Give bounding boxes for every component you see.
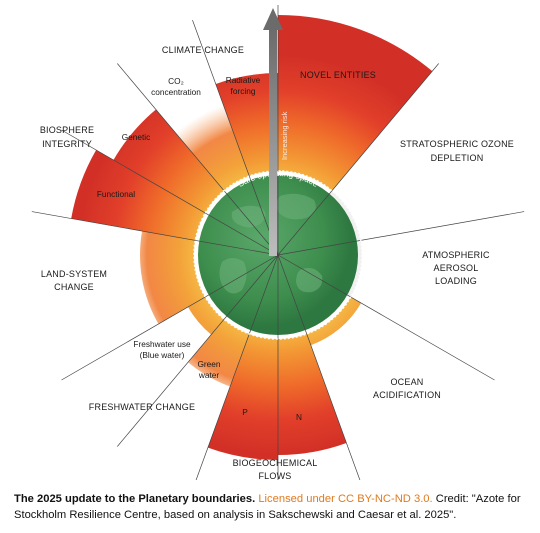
nitrogen-label: N <box>296 412 302 422</box>
boundary-wedges <box>71 15 433 460</box>
caption-title: The 2025 update to the Planetary boundar… <box>14 493 256 505</box>
atmospheric-aerosol-label: ATMOSPHERIC <box>422 250 490 260</box>
wedge-stratospheric-ozone <box>331 186 367 241</box>
biosphere-integrity-label-line2: INTEGRITY <box>42 139 92 149</box>
boundary-spokes <box>31 5 525 480</box>
boundary-spoke <box>117 63 279 256</box>
freshwater-use-label: Freshwater use <box>133 339 191 349</box>
green-water-label-line2: water <box>198 370 220 380</box>
freshwater-use-label-line2: (Blue water) <box>140 350 185 360</box>
ocean-acidification-label-line2: ACIDIFICATION <box>373 390 441 400</box>
increasing-risk-arrow <box>263 8 283 256</box>
biogeochemical-flows-label: BIOGEOCHEMICAL <box>233 458 318 468</box>
functional-label: Functional <box>97 189 135 199</box>
atmospheric-aerosol-label-line2: AEROSOL <box>434 263 479 273</box>
caption-credit: Credit: "Azote for Stockholm Resilience … <box>14 493 521 521</box>
wedge-nitrogen <box>278 333 347 455</box>
phosphorus-label: P <box>242 407 248 417</box>
globe-outline <box>193 170 363 340</box>
radiative-forcing-label-line2: forcing <box>231 86 256 96</box>
genetic-label: Genetic <box>122 132 151 142</box>
wedge-co2 <box>163 87 250 191</box>
novel-entities-label: NOVEL ENTITIES <box>300 70 376 80</box>
wedge-functional <box>71 150 206 241</box>
land-system-change-label: LAND-SYSTEM <box>41 269 107 279</box>
boundary-spoke <box>277 211 525 256</box>
increasing-risk-label: Increasing risk <box>280 111 289 160</box>
wedge-green-water <box>188 319 250 387</box>
stratospheric-ozone-label-line2: DEPLETION <box>431 153 484 163</box>
license-link[interactable]: Licensed under CC BY-NC-ND 3.0. <box>258 493 433 505</box>
co2-label: CO₂ <box>168 76 184 86</box>
freshwater-change-label: FRESHWATER CHANGE <box>89 402 195 412</box>
boundary-spoke <box>192 19 279 256</box>
boundary-spoke <box>195 254 279 480</box>
atmospheric-aerosol-label-line3: LOADING <box>435 276 477 286</box>
climate-change-label: CLIMATE CHANGE <box>162 45 244 55</box>
wedge-genetic <box>113 109 225 213</box>
planetary-boundaries-diagram: Safe operating space Increasing risk CLI… <box>31 5 525 480</box>
wedge-novel-entities <box>278 15 433 191</box>
boundary-spoke <box>277 254 495 381</box>
co2-label-line2: concentration <box>151 87 201 97</box>
ocean-acidification-label: OCEAN <box>390 377 423 387</box>
wedge-land-system <box>139 231 206 324</box>
boundary-spoke <box>61 254 279 381</box>
wedge-ocean-acidification <box>306 297 362 346</box>
boundary-spoke <box>277 254 361 480</box>
wedge-blue-water <box>187 297 225 335</box>
boundary-spoke <box>117 254 279 447</box>
wedge-aerosol <box>350 239 371 301</box>
wedge-phosphorus <box>207 333 278 460</box>
biosphere-integrity-label: BIOSPHERE <box>40 125 94 135</box>
boundary-spoke <box>277 63 439 256</box>
wedge-radiative-forcing <box>215 73 278 177</box>
boundary-spoke <box>31 211 279 256</box>
biogeochemical-flows-label-line2: FLOWS <box>258 471 291 480</box>
land-system-change-label-line2: CHANGE <box>54 282 94 292</box>
figure-caption: The 2025 update to the Planetary boundar… <box>14 491 529 523</box>
radiative-forcing-label: Radiative <box>226 75 261 85</box>
boundary-spoke <box>61 129 279 256</box>
green-water-label: Green <box>197 359 220 369</box>
stratospheric-ozone-label: STRATOSPHERIC OZONE <box>400 139 514 149</box>
